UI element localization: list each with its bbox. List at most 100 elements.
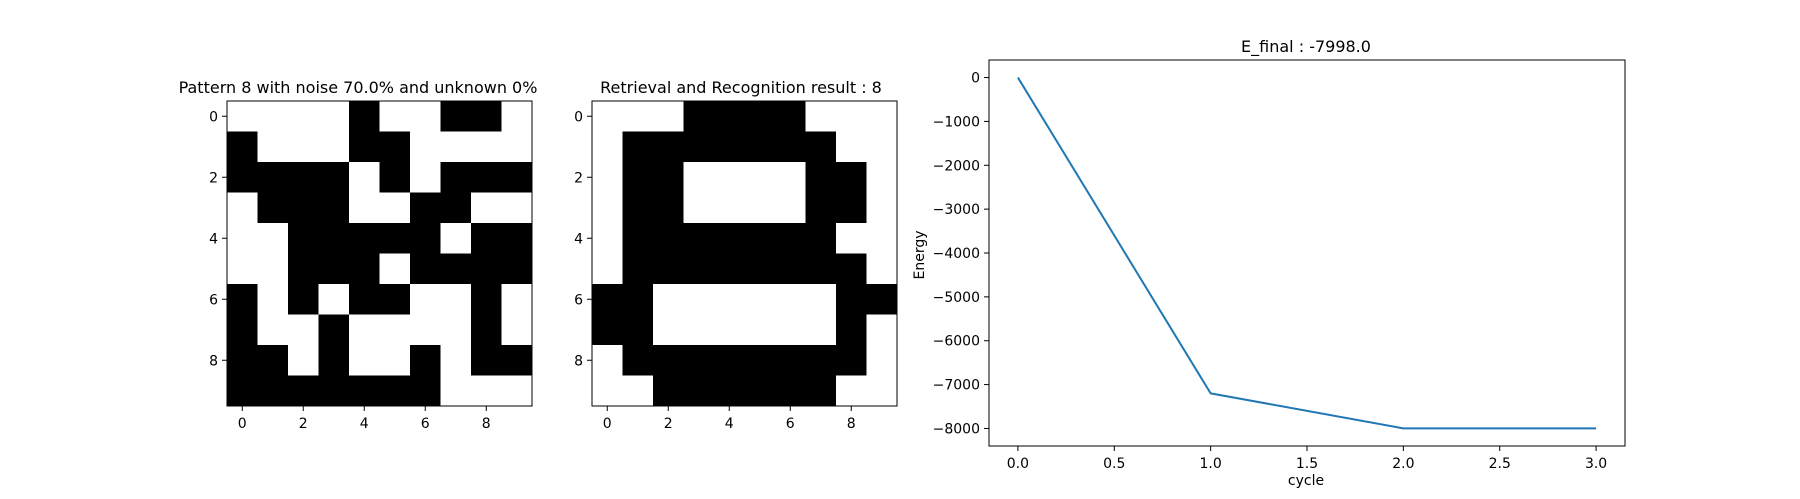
noisy-cell [288,284,319,315]
noisy-cell [349,314,380,346]
energy-ytick-label: −5000 [933,290,980,306]
retrieval-cell [775,162,806,193]
retrieval-cell [653,375,684,407]
noisy-cell [288,162,319,193]
retrieval-cell [805,284,837,315]
noisy-cell [501,314,533,346]
noisy-cell [379,253,411,285]
retrieval-cell [592,345,623,376]
retrieval-cell [744,192,776,224]
retrieval-cell [622,101,654,132]
noisy-cell [257,101,289,132]
retrieval-cell [714,284,745,315]
retrieval-cell [744,223,776,254]
noisy-cell [379,284,411,315]
retrieval-cell [622,223,654,254]
noisy-cell [501,375,533,407]
energy-ytick-label: −1000 [933,114,980,130]
retrieval-cell [836,192,867,224]
noisy-cell [379,131,411,163]
noisy-cell [227,223,258,254]
noisy-cell [257,131,289,163]
retrieval-cell [683,253,715,285]
retrieval-cell [805,314,837,346]
retrieval-xtick-label: 2 [664,416,673,432]
noisy-cell [471,375,502,407]
noisy-pattern-heatmap: 0 2 4 6 8 0 2 4 6 8 [209,100,533,432]
retrieval-cell [805,162,837,193]
retrieval-cell [653,284,684,315]
energy-ylabel: Energy [912,230,928,279]
noisy-cell [227,345,258,376]
retrieval-cell [836,223,867,254]
noisy-cell [257,314,289,346]
noisy-cell [349,375,380,407]
noisy-cell [471,345,502,376]
noisy-cell [471,284,502,315]
retrieval-cell [866,192,898,224]
retrieval-cell [683,314,715,346]
noisy-xtick-label: 2 [299,416,308,432]
retrieval-cell [744,314,776,346]
retrieval-cell [683,131,715,163]
noisy-cell [471,192,502,224]
noisy-cell [440,314,472,346]
retrieval-cell [683,345,715,376]
retrieval-cell [775,192,806,224]
noisy-cell [227,375,258,407]
retrieval-cell [653,101,684,132]
noisy-cell [440,284,472,315]
retrieval-cell [744,284,776,315]
retrieval-xtick-label: 0 [603,416,612,432]
retrieval-cell [866,223,898,254]
retrieval-cell [866,345,898,376]
energy-xtick-label: 0.0 [1007,456,1029,472]
noisy-cell [501,253,533,285]
retrieval-cell [622,345,654,376]
retrieval-cell [653,162,684,193]
noisy-cell [227,314,258,346]
retrieval-ytick-label: 8 [574,353,583,369]
retrieval-cell [592,131,623,163]
retrieval-cell [775,314,806,346]
noisy-cell [410,345,441,376]
retrieval-cell [744,162,776,193]
retrieval-cell [805,345,837,376]
retrieval-cell [622,192,654,224]
retrieval-cell [775,345,806,376]
noisy-cell [440,131,472,163]
noisy-cell [318,223,350,254]
noisy-cell [288,223,319,254]
energy-ytick-label: −4000 [933,246,980,262]
retrieval-cell [805,131,837,163]
retrieval-cell [622,375,654,407]
noisy-cell [318,131,350,163]
retrieval-cell [714,314,745,346]
energy-xtick-label: 1.0 [1200,456,1222,472]
retrieval-cell [683,375,715,407]
noisy-xtick-label: 8 [482,416,491,432]
noisy-cell [440,101,472,132]
retrieval-cell [653,314,684,346]
retrieval-cell [775,284,806,315]
retrieval-cell [775,223,806,254]
noisy-cell [318,162,350,193]
retrieval-cell [683,284,715,315]
noisy-cell [318,101,350,132]
retrieval-panel: Retrieval and Recognition result : 8 0 2 4… [574,78,898,432]
energy-ytick-label: −6000 [933,334,980,350]
noisy-cell [471,101,502,132]
retrieval-cell [653,253,684,285]
retrieval-cell [866,101,898,132]
noisy-cell [288,131,319,163]
noisy-cell [471,223,502,254]
noisy-cell [318,253,350,285]
retrieval-cell [592,192,623,224]
noisy-cell [257,253,289,285]
noisy-cell [410,101,441,132]
retrieval-cell [622,253,654,285]
noisy-cell [349,162,380,193]
retrieval-cell [836,253,867,285]
noisy-ytick-label: 6 [209,292,218,308]
noisy-cell [410,375,441,407]
